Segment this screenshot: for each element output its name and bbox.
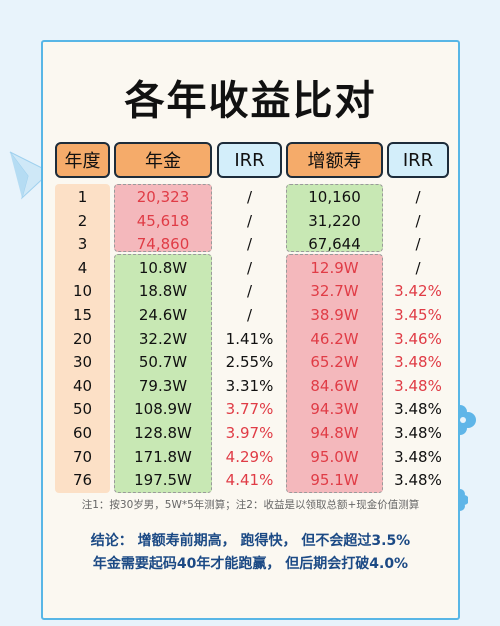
wl-early-bg xyxy=(286,184,383,252)
cell-irr1: 2.55% xyxy=(225,353,274,372)
cell-irr2: / xyxy=(415,211,421,230)
header-whole-life: 增额寿 xyxy=(286,142,383,178)
cell-wl: 12.9W xyxy=(310,258,359,277)
footnote: 注1：按30岁男，5W*5年测算；注2：收益是以领取总额+现金价值测算 xyxy=(81,499,420,511)
paper-plane-icon xyxy=(9,151,51,200)
cell-wl: 95.0W xyxy=(310,447,359,466)
cell-wl: 31,220 xyxy=(308,211,361,230)
cell-wl: 94.3W xyxy=(310,400,359,419)
header-annuity: 年金 xyxy=(114,142,212,178)
cell-irr2: 3.48% xyxy=(394,353,442,372)
cell-wl: 95.1W xyxy=(310,471,359,490)
cell-year: 60 xyxy=(72,424,93,442)
cell-annuity: 108.9W xyxy=(134,400,192,419)
header-irr-annuity: IRR xyxy=(217,142,282,178)
cell-year: 40 xyxy=(72,376,93,395)
cell-irr1: 1.41% xyxy=(225,329,274,348)
cell-wl: 38.9W xyxy=(310,306,359,324)
cell-irr1: 4.41% xyxy=(225,471,274,490)
cell-irr2: 3.48% xyxy=(394,471,442,490)
cell-annuity: 128.8W xyxy=(134,424,192,442)
cell-irr1: / xyxy=(246,235,253,254)
cell-irr1: 3.31% xyxy=(225,376,274,395)
cell-irr1: / xyxy=(246,188,253,206)
cell-annuity: 79.3W xyxy=(138,376,188,395)
cell-irr1: / xyxy=(246,211,253,230)
annuity-early-bg xyxy=(114,184,212,252)
cell-year: 3 xyxy=(77,235,88,254)
cell-irr1: 4.29% xyxy=(225,447,274,466)
cell-year: 15 xyxy=(72,306,93,324)
cell-annuity: 32.2W xyxy=(138,329,188,348)
cell-irr2: 3.48% xyxy=(394,376,442,395)
cell-wl: 94.8W xyxy=(310,424,359,442)
cell-annuity: 10.8W xyxy=(138,258,188,277)
cell-wl: 10,160 xyxy=(308,188,361,206)
cell-irr1: / xyxy=(246,282,253,301)
header-irr-whole-life: IRR xyxy=(387,142,449,178)
cell-irr2: / xyxy=(415,258,421,277)
page-title: 各年收益比对 xyxy=(124,78,377,124)
cell-year: 30 xyxy=(72,353,93,372)
conclusion-line-1: 结论： 增额寿前期高， 跑得快， 但不会超过3.5% xyxy=(90,533,411,549)
cell-irr1: 3.97% xyxy=(225,424,274,442)
cell-irr2: / xyxy=(415,188,421,206)
wl-late-bg xyxy=(286,254,383,493)
cell-irr1: / xyxy=(246,258,253,277)
cell-annuity: 171.8W xyxy=(134,447,192,466)
cell-year: 76 xyxy=(72,471,93,490)
annuity-late-bg xyxy=(114,254,212,493)
cell-year: 70 xyxy=(72,447,93,466)
content: 各年收益比对 年度 年金 IRR 增额寿 IRR 1 20,323 / 10,160 /… xyxy=(41,0,460,626)
cell-wl: 32.7W xyxy=(310,282,359,301)
cell-irr2: 3.42% xyxy=(394,282,442,301)
cell-wl: 84.6W xyxy=(310,376,359,395)
cell-irr1: / xyxy=(246,306,253,324)
cell-annuity: 20,323 xyxy=(136,188,190,206)
conclusion-line-2: 年金需要起码40年才能跑赢， 但后期会打破4.0% xyxy=(92,556,409,572)
cell-annuity: 24.6W xyxy=(138,306,188,324)
year-column-bg xyxy=(55,184,110,493)
comparison-card xyxy=(41,40,460,620)
cell-irr2: 3.46% xyxy=(394,329,442,348)
cell-annuity: 197.5W xyxy=(134,471,192,490)
cell-wl: 46.2W xyxy=(310,329,359,348)
cell-irr2: 3.48% xyxy=(394,447,442,466)
cell-annuity: 45,618 xyxy=(136,211,190,230)
cell-year: 4 xyxy=(77,258,88,277)
header-year: 年度 xyxy=(55,142,110,178)
cell-year: 1 xyxy=(77,188,88,206)
cell-year: 20 xyxy=(72,329,93,348)
cell-year: 10 xyxy=(72,282,93,301)
cell-irr2: 3.48% xyxy=(394,424,442,442)
cell-year: 50 xyxy=(72,400,93,419)
cell-year: 2 xyxy=(77,211,88,230)
cell-irr2: 3.45% xyxy=(394,306,442,324)
cell-wl: 65.2W xyxy=(310,353,359,372)
cell-annuity: 50.7W xyxy=(138,353,188,372)
cell-annuity: 18.8W xyxy=(138,282,188,301)
cell-annuity: 74,860 xyxy=(136,235,190,254)
cell-irr2: / xyxy=(415,235,421,254)
cell-irr2: 3.48% xyxy=(394,400,442,419)
cell-wl: 67,644 xyxy=(308,235,361,254)
cell-irr1: 3.77% xyxy=(225,400,274,419)
